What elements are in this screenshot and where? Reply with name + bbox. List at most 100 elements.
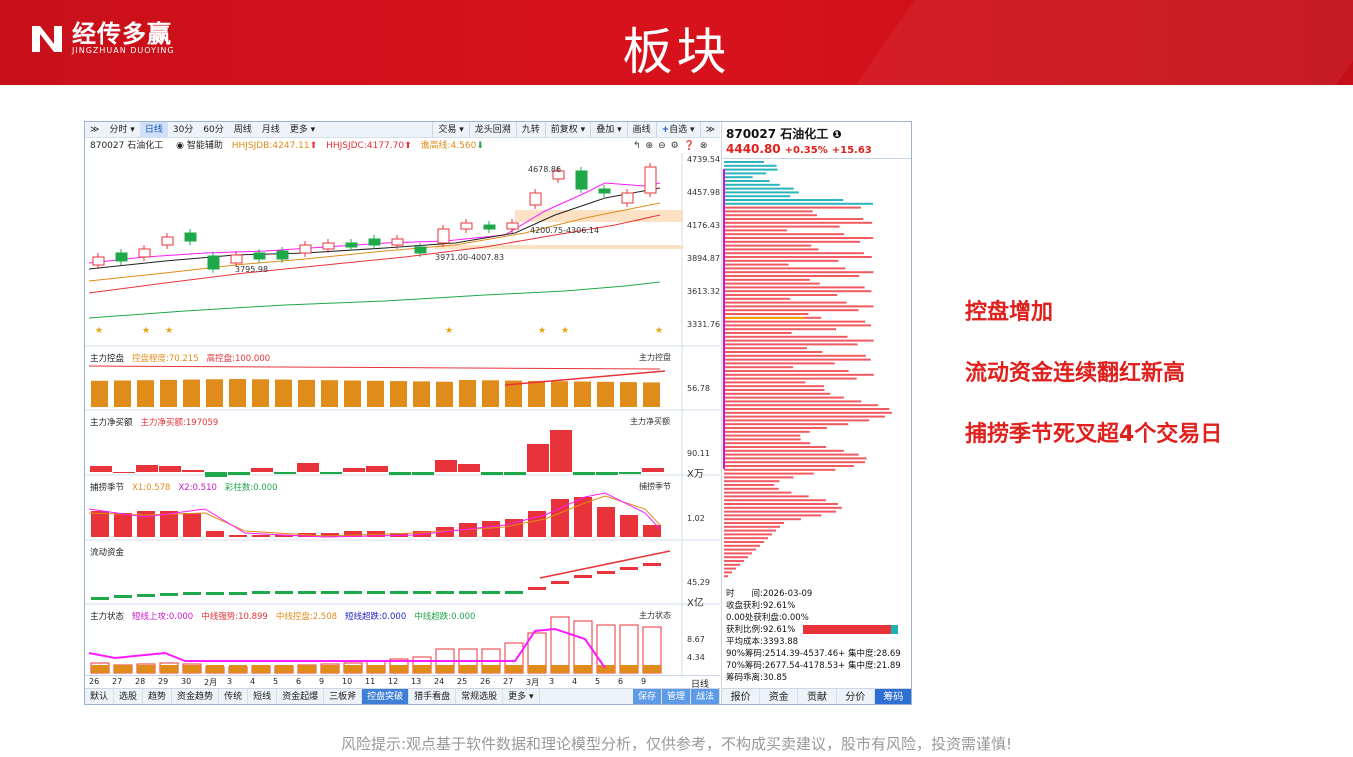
zhuangtai-bar	[160, 665, 178, 673]
tab-60min[interactable]: 60分	[203, 124, 224, 135]
leader-backtrack-button[interactable]: 龙头回溯	[468, 122, 516, 138]
bulao-bar	[643, 525, 661, 537]
tab-30min[interactable]: 30分	[172, 124, 194, 135]
trade-menu[interactable]: 交易 ▾	[432, 122, 468, 138]
avg-cost-line	[724, 317, 804, 319]
chip-bar	[724, 290, 872, 293]
strategy-button[interactable]: 战法	[690, 689, 720, 704]
draw-line-button[interactable]: 画线	[626, 122, 656, 138]
kongpan-bar	[390, 381, 407, 407]
chip-bar	[724, 495, 809, 498]
jingmai-bar	[412, 472, 434, 475]
kongpan-bar	[413, 381, 430, 407]
chip-bar	[724, 430, 810, 433]
tab-capital[interactable]: 资金	[760, 689, 799, 704]
kongpan-bar	[574, 381, 591, 407]
overlay-menu[interactable]: 叠加 ▾	[590, 122, 626, 138]
tab-rixian[interactable]: 日线	[139, 122, 168, 138]
tab-chips[interactable]: 筹码	[874, 689, 911, 704]
jingmai-bar	[343, 468, 365, 472]
tab-quote[interactable]: 报价	[722, 689, 761, 704]
smart-assist-toggle[interactable]: ◉ 智能辅助	[176, 141, 223, 151]
tab-more[interactable]: 更多 ▾	[289, 124, 316, 135]
logo-icon	[32, 26, 62, 52]
tab-contribution[interactable]: 贡献	[798, 689, 837, 704]
jingmai-bar	[573, 472, 595, 475]
bulao-bar	[114, 513, 132, 537]
chip-bar	[724, 518, 801, 521]
kongpan-bar	[114, 380, 131, 407]
collapse-icon[interactable]: ≫	[90, 124, 100, 135]
tab-hunter[interactable]: 猎手看盘	[409, 689, 457, 704]
liudong-bar	[505, 591, 523, 594]
candle	[138, 248, 151, 258]
date-label: 9	[641, 677, 647, 686]
liudong-bar	[91, 597, 109, 600]
liudong-bar	[321, 591, 339, 594]
tab-control-breakout[interactable]: 控盘突破	[362, 689, 410, 704]
kongpan-bar	[459, 380, 476, 407]
zhuangtai-axis: 8.67	[687, 635, 705, 644]
jiuzhuan-button[interactable]: 九转	[515, 122, 545, 138]
candle	[322, 242, 335, 250]
date-label: 6	[618, 677, 624, 686]
zhuangtai-bar	[298, 665, 316, 673]
star-icon: ★	[655, 326, 663, 336]
tab-stock-select[interactable]: 选股	[114, 689, 144, 704]
watchlist-button[interactable]: +自选 ▾	[655, 122, 700, 138]
chip-bar	[724, 324, 872, 327]
jingmai-bar	[642, 468, 664, 472]
chip-bar	[724, 370, 849, 372]
tab-price-dist[interactable]: 分价	[837, 689, 875, 704]
liudong-bar	[482, 591, 500, 594]
tab-more[interactable]: 更多 ▾	[503, 689, 540, 704]
expand-icon[interactable]: ≫	[699, 122, 720, 138]
kongpan-bar	[321, 380, 338, 407]
tab-capital-trend[interactable]: 资金趋势	[172, 689, 220, 704]
star-icon: ★	[538, 326, 546, 336]
liudong-bar	[574, 575, 592, 578]
zhuangtai-bar	[597, 665, 615, 673]
tab-trend[interactable]: 趋势	[143, 689, 173, 704]
tab-capital-burst[interactable]: 资金起爆	[277, 689, 325, 704]
date-label: 13	[411, 677, 422, 686]
tab-monthly[interactable]: 月线	[261, 124, 280, 135]
period-toolbar: ≫ 分时 ▾ 日线 30分 60分 周线 月线 更多 ▾ 交易 ▾ 龙头回溯 九…	[85, 122, 720, 138]
zhuangtai-bar	[505, 665, 523, 673]
candle	[644, 166, 657, 194]
chip-bar	[724, 385, 824, 388]
info-icon[interactable]: ❶	[832, 128, 842, 141]
chart-tool-icons[interactable]: ↰⊕⊖⚙❓⊗	[633, 141, 713, 151]
tab-default[interactable]: 默认	[85, 689, 115, 704]
price-axis-label: 3613.32	[687, 287, 721, 296]
zhuangtai-bar	[574, 665, 592, 673]
chip-bar	[724, 339, 874, 342]
stat-line: 获利比例:92.61%	[726, 624, 901, 636]
kongpan-bar	[344, 380, 361, 407]
tab-regular[interactable]: 常规选股	[456, 689, 504, 704]
bulao-bar	[321, 533, 339, 537]
liudong-bar	[183, 592, 201, 595]
stat-line: 0.00处获利盘:0.00%	[726, 613, 809, 623]
tab-short[interactable]: 短线	[248, 689, 278, 704]
chip-bar	[724, 541, 764, 543]
liudong-unit: X亿	[687, 598, 704, 609]
tab-weekly[interactable]: 周线	[233, 124, 252, 135]
chip-bar	[724, 484, 775, 486]
chip-bar	[724, 305, 874, 308]
tab-traditional[interactable]: 传统	[219, 689, 249, 704]
tab-fenshi[interactable]: 分时 ▾	[109, 124, 135, 135]
save-button[interactable]: 保存	[632, 689, 662, 704]
liudong-bar	[367, 591, 385, 594]
jingmai-header: 主力净买额 主力净买额:197059	[90, 418, 219, 428]
chip-bar	[724, 187, 794, 190]
chip-bar	[724, 278, 810, 281]
tab-three-axes[interactable]: 三板斧	[324, 689, 363, 704]
candle	[161, 236, 174, 246]
adjust-menu[interactable]: 前复权 ▾	[544, 122, 590, 138]
jingmai-bar	[136, 465, 158, 472]
date-label: 9	[319, 677, 325, 686]
liudong-bar	[114, 595, 132, 598]
chip-bar	[724, 172, 767, 175]
manage-button[interactable]: 管理	[661, 689, 691, 704]
